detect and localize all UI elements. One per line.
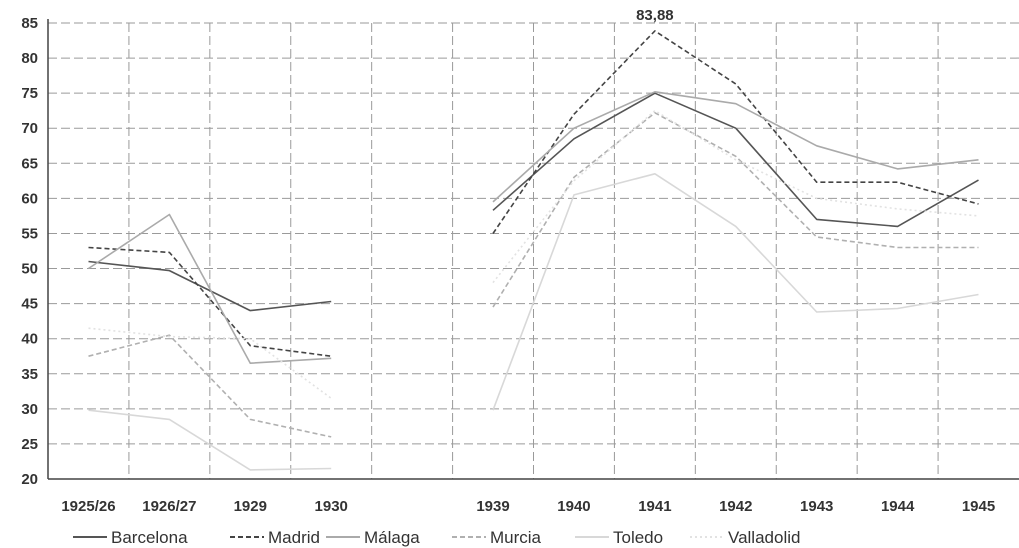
y-tick-label: 25 (21, 436, 38, 453)
series-line-madrid (88, 246, 332, 357)
y-tick-label: 60 (21, 190, 38, 207)
x-tick-label: 1929 (234, 498, 267, 515)
y-tick-label: 45 (21, 296, 38, 313)
series-lines (88, 30, 979, 471)
y-tick-label: 50 (21, 261, 38, 278)
series-line-valladolid (88, 327, 332, 399)
series-line-toledo (88, 409, 332, 471)
x-tick-label: 1942 (719, 498, 752, 515)
x-tick-label: 1944 (881, 498, 915, 515)
series-line-barcelona (492, 92, 979, 228)
y-tick-label: 20 (21, 471, 38, 488)
legend-item-murcia: Murcia (452, 528, 542, 547)
series-line-madrid (492, 30, 979, 234)
legend-item-toledo: Toledo (575, 528, 663, 547)
x-tick-label: 1939 (476, 498, 509, 515)
axes (47, 19, 1019, 480)
legend-item-valladolid: Valladolid (690, 528, 800, 547)
x-tick-label: 1941 (638, 498, 671, 515)
legend: Barcelona Madrid Málaga Murcia Toledo Vallado… (73, 528, 800, 547)
x-tick-label: 1945 (962, 498, 995, 515)
legend-label: Murcia (490, 528, 542, 547)
annotations: 83,88 (636, 7, 674, 24)
y-tick-label: 85 (21, 15, 38, 32)
legend-label: Toledo (613, 528, 663, 547)
y-tick-label: 30 (21, 401, 38, 418)
legend-label: Madrid (268, 528, 320, 547)
y-tick-label: 65 (21, 155, 38, 172)
legend-label: Málaga (364, 528, 420, 547)
y-tick-label: 35 (21, 366, 38, 383)
x-tick-label: 1940 (557, 498, 590, 515)
series-line-murcia (88, 334, 332, 438)
series-line-valladolid (492, 109, 979, 284)
y-tick-label: 75 (21, 85, 38, 102)
x-tick-label: 1943 (800, 498, 833, 515)
x-tick-label: 1925/26 (61, 498, 115, 515)
y-tick-label: 40 (21, 331, 38, 348)
x-axis-ticks: 1925/26 1926/27 1929 1930 1939 1940 1941 1942 19… (61, 498, 995, 515)
grid (48, 22, 1019, 479)
y-axis-ticks: 20 25 30 35 40 45 50 55 60 65 70 75 80 85 (21, 15, 38, 488)
series-line-toledo (492, 173, 979, 411)
y-tick-label: 55 (21, 225, 38, 242)
y-tick-label: 80 (21, 50, 38, 67)
legend-label: Barcelona (111, 528, 188, 547)
legend-label: Valladolid (728, 528, 800, 547)
series-line-malaga (88, 213, 332, 365)
data-label: 83,88 (636, 7, 674, 24)
x-tick-label: 1930 (315, 498, 348, 515)
series-line-murcia (492, 112, 979, 308)
series-line-barcelona (88, 260, 332, 312)
x-tick-label: 1926/27 (142, 498, 196, 515)
legend-item-malaga: Málaga (326, 528, 420, 547)
series-line-malaga (492, 91, 979, 203)
y-tick-label: 70 (21, 120, 38, 137)
legend-item-madrid: Madrid (230, 528, 320, 547)
legend-item-barcelona: Barcelona (73, 528, 188, 547)
